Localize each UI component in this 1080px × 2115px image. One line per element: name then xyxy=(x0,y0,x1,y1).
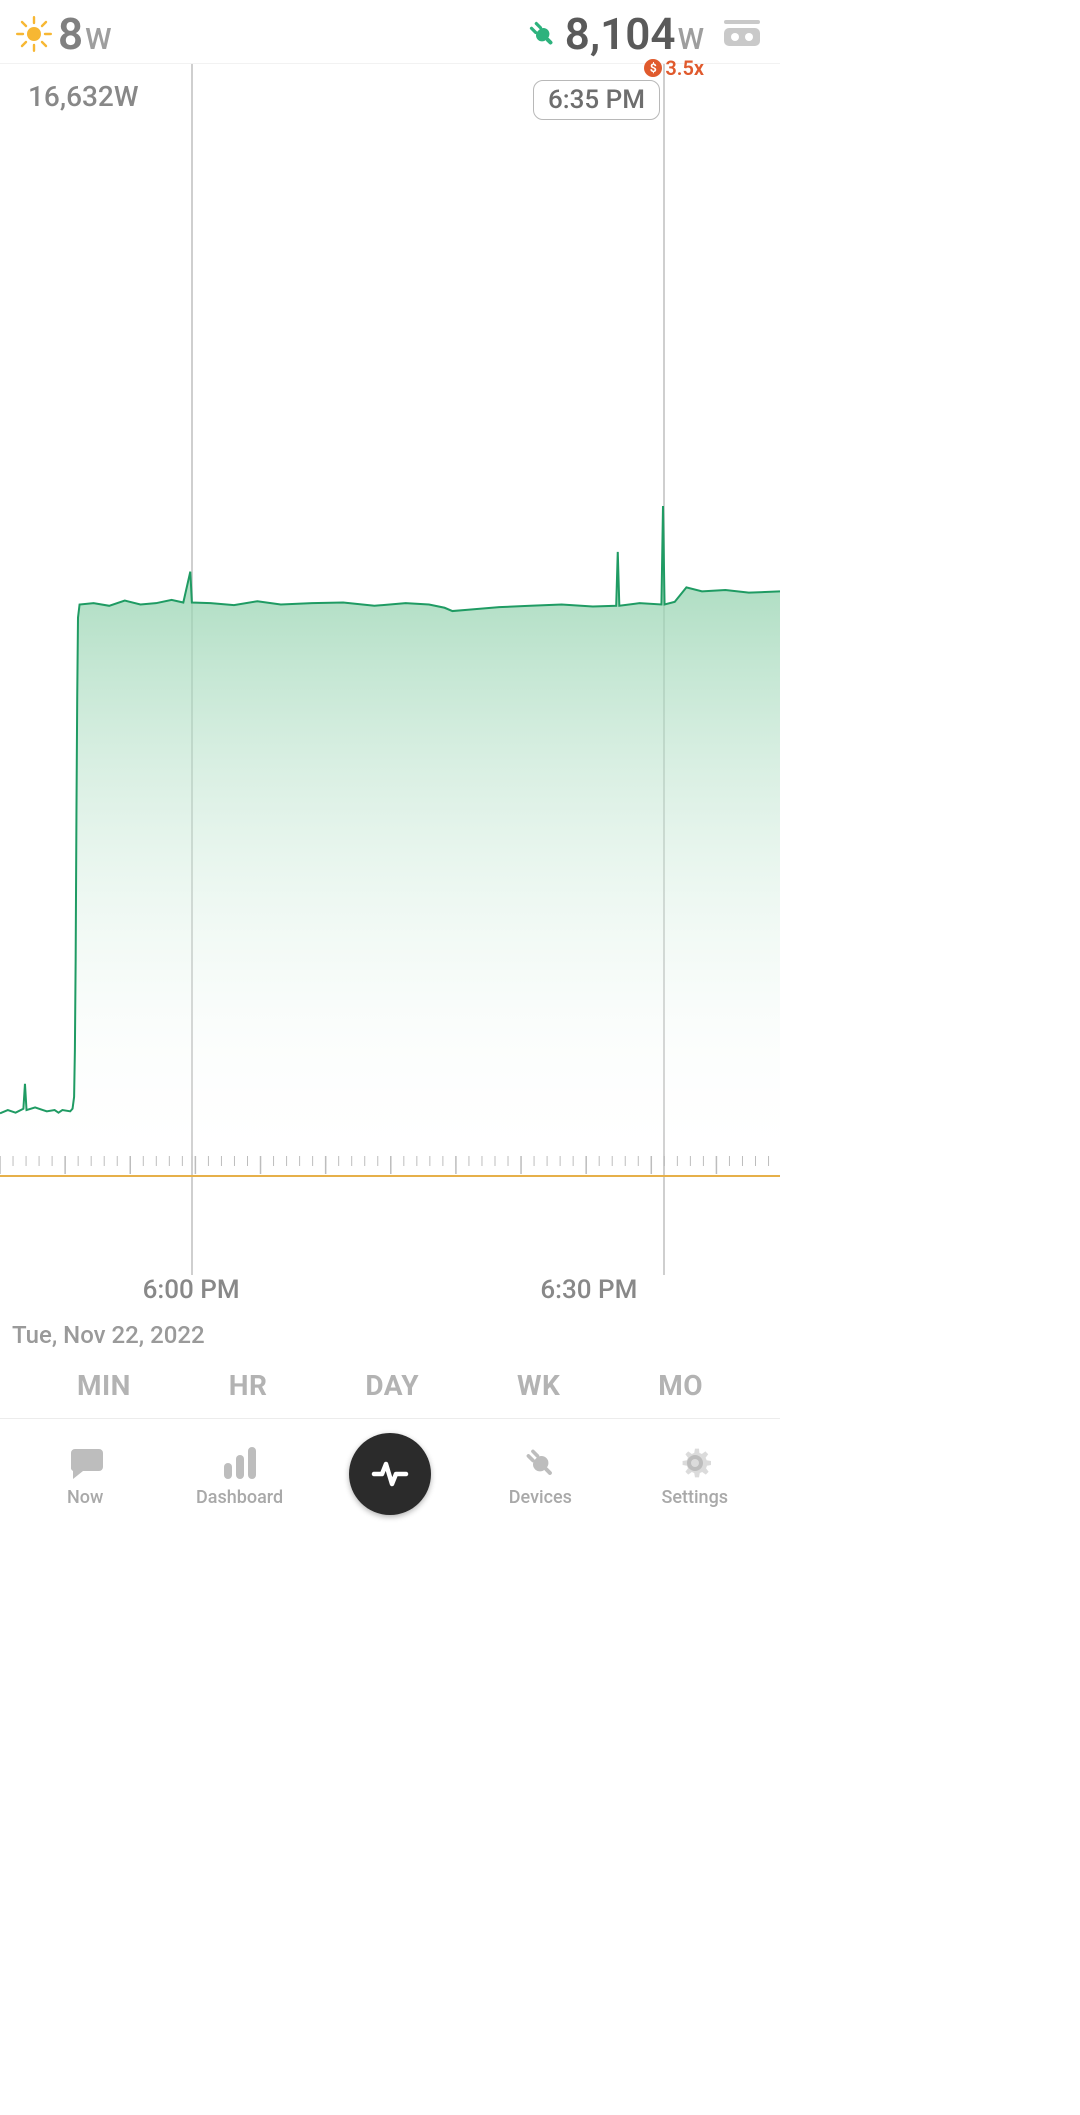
usage-reading[interactable]: 8,104 W xyxy=(523,8,704,60)
nav-now[interactable]: Now xyxy=(40,1441,130,1508)
range-tab-hr[interactable]: HR xyxy=(229,1369,268,1402)
nav-label: Settings xyxy=(661,1487,728,1508)
range-tab-day[interactable]: DAY xyxy=(365,1369,419,1402)
bars-icon xyxy=(218,1441,262,1485)
range-tab-mo[interactable]: MO xyxy=(658,1369,703,1402)
chart-x-axis: 6:00 PM 6:30 PM xyxy=(0,1275,780,1319)
gear-icon xyxy=(673,1441,717,1485)
chart-x-label: 6:30 PM xyxy=(540,1275,637,1305)
range-tabs: MIN HR DAY WK MO xyxy=(0,1357,780,1419)
usage-value: 8,104 xyxy=(565,8,676,60)
sun-icon xyxy=(16,16,52,52)
plug-icon xyxy=(523,15,561,53)
solar-unit: W xyxy=(85,22,111,57)
nav-label: Devices xyxy=(509,1487,572,1508)
usage-unit: W xyxy=(678,22,704,57)
nav-devices[interactable]: Devices xyxy=(495,1441,585,1508)
nav-label: Dashboard xyxy=(196,1487,283,1508)
chart-date-label: Tue, Nov 22, 2022 xyxy=(0,1319,780,1357)
nav-label: Now xyxy=(67,1487,103,1508)
solar-reading[interactable]: 8 W xyxy=(16,8,112,60)
range-tab-min[interactable]: MIN xyxy=(77,1369,131,1402)
nav-settings[interactable]: Settings xyxy=(650,1441,740,1508)
range-tab-wk[interactable]: WK xyxy=(517,1369,560,1402)
nav-dashboard[interactable]: Dashboard xyxy=(195,1441,285,1508)
chart-x-label: 6:00 PM xyxy=(143,1275,240,1305)
solar-value: 8 xyxy=(58,8,83,60)
compare-button[interactable] xyxy=(720,14,764,54)
pulse-icon xyxy=(370,1454,410,1494)
bottom-nav: Now Dashboard xyxy=(0,1419,780,1527)
speech-bubble-icon xyxy=(63,1441,107,1485)
plug-icon xyxy=(518,1441,562,1485)
power-chart[interactable]: 16,632W 6:35 PM xyxy=(0,64,780,1275)
nav-pulse[interactable] xyxy=(349,1433,431,1515)
